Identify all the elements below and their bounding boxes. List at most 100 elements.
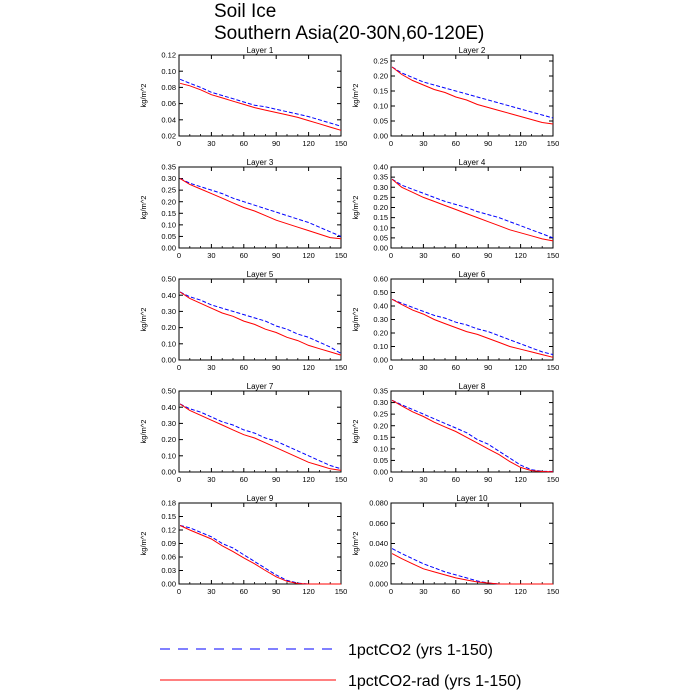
plot-frame (390, 390, 554, 473)
y-tick-label: 0.080 (369, 499, 388, 508)
x-tick-label: 150 (547, 363, 560, 372)
y-tick-label: 0.15 (373, 87, 388, 96)
series-line-1pctco2-rad (391, 399, 554, 473)
y-tick-label: 0.05 (373, 233, 388, 242)
x-tick-label: 120 (514, 363, 527, 372)
y-axis-label: kg/m^2 (139, 84, 148, 108)
y-tick-label: 0.50 (161, 275, 176, 284)
y-tick-label: 0.040 (369, 539, 388, 548)
y-tick-label: 0.09 (161, 539, 176, 548)
y-tick-label: 0.00 (161, 580, 176, 589)
x-tick-label: 150 (335, 475, 348, 484)
panel-title: Layer 8 (459, 382, 486, 391)
y-tick-label: 0.10 (161, 451, 176, 460)
y-tick-label: 0.35 (373, 387, 388, 396)
x-tick-label: 90 (484, 139, 492, 148)
y-tick-label: 0.00 (161, 244, 176, 253)
x-tick-label: 0 (177, 251, 181, 260)
panel-title: Layer 2 (459, 46, 486, 55)
series-line-1pctco2-rad (179, 403, 342, 471)
x-tick-label: 90 (272, 363, 280, 372)
y-tick-label: 0.30 (373, 398, 388, 407)
y-tick-label: 0.30 (373, 315, 388, 324)
y-tick-label: 0.05 (161, 232, 176, 241)
y-tick-label: 0.10 (373, 102, 388, 111)
plot-frame (178, 166, 342, 249)
series-line-1pctco2-rad (179, 82, 342, 131)
y-tick-label: 0.30 (373, 183, 388, 192)
x-tick-label: 120 (514, 587, 527, 596)
x-tick-label: 120 (302, 363, 315, 372)
plot-frame (390, 54, 554, 137)
y-tick-label: 0.00 (373, 132, 388, 141)
plot-frame (178, 502, 342, 585)
y-tick-label: 0.00 (373, 356, 388, 365)
plot-frame (178, 278, 342, 361)
x-tick-label: 120 (514, 139, 527, 148)
y-tick-label: 0.00 (161, 468, 176, 477)
y-tick-label: 0.35 (373, 173, 388, 182)
x-tick-label: 120 (514, 475, 527, 484)
y-tick-label: 0.10 (161, 67, 176, 76)
y-tick-label: 0.10 (161, 339, 176, 348)
series-line-1pctco2 (391, 298, 554, 356)
series-line-1pctco2 (179, 403, 342, 470)
y-tick-label: 0.05 (373, 456, 388, 465)
x-tick-label: 150 (547, 587, 560, 596)
y-tick-label: 0.20 (161, 435, 176, 444)
plot-frame (178, 54, 342, 137)
plot-frame (390, 278, 554, 361)
x-tick-label: 150 (335, 363, 348, 372)
y-tick-label: 0.000 (369, 580, 388, 589)
y-tick-label: 0.06 (161, 99, 176, 108)
y-tick-label: 0.50 (373, 288, 388, 297)
x-tick-label: 90 (272, 587, 280, 596)
panel-title: Layer 9 (247, 494, 274, 503)
x-tick-label: 0 (177, 139, 181, 148)
y-tick-label: 0.03 (161, 566, 176, 575)
x-tick-label: 90 (484, 363, 492, 372)
series-line-1pctco2 (391, 66, 554, 119)
y-tick-label: 0.40 (373, 163, 388, 172)
y-tick-label: 0.60 (373, 275, 388, 284)
plot-frame (390, 166, 554, 249)
y-tick-label: 0.15 (373, 213, 388, 222)
series-line-1pctco2 (391, 548, 553, 585)
y-tick-label: 0.00 (161, 356, 176, 365)
y-tick-label: 0.35 (161, 163, 176, 172)
x-tick-label: 60 (452, 475, 460, 484)
y-axis-label: kg/m^2 (351, 532, 360, 556)
x-tick-label: 0 (177, 587, 181, 596)
panel-layer-4: Layer 4kg/m^20 30 60 90 120 1500.000.050.100.… (351, 158, 559, 260)
series-line-1pctco2 (179, 78, 342, 127)
x-tick-label: 60 (240, 251, 248, 260)
x-tick-label: 60 (240, 363, 248, 372)
y-axis-label: kg/m^2 (139, 420, 148, 444)
legend: 1pctCO2 (yrs 1-150) 1pctCO2-rad (yrs 1-1… (160, 642, 521, 690)
y-tick-label: 0.05 (373, 117, 388, 126)
y-tick-label: 0.02 (161, 132, 176, 141)
y-tick-label: 0.06 (161, 553, 176, 562)
x-tick-label: 0 (389, 139, 393, 148)
x-tick-label: 30 (207, 363, 215, 372)
y-axis-label: kg/m^2 (139, 532, 148, 556)
y-tick-label: 0.12 (161, 526, 176, 535)
y-tick-label: 0.25 (373, 410, 388, 419)
x-tick-label: 60 (240, 475, 248, 484)
x-tick-label: 90 (272, 139, 280, 148)
x-tick-label: 150 (547, 251, 560, 260)
x-tick-label: 120 (302, 251, 315, 260)
figure-title-line1: Soil Ice (214, 1, 276, 22)
panel-layer-3: Layer 3 kg/m^2 0 30 60 90 120 150 0.00 0.05 0.10 0.… (139, 158, 347, 260)
panel-layer-6: Layer 6 kg/m^2 0 30 60 90 120 150 0.00 0.10 0.20 0.… (351, 270, 559, 372)
panel-layer-1: Layer 1 kg/m^2 0 30 60 90 120 150 0.02 0.04 0.06 0.… (139, 46, 347, 148)
y-axis-label: kg/m^2 (351, 196, 360, 220)
series-line-1pctco2-rad (391, 178, 554, 242)
y-tick-label: 0.20 (373, 203, 388, 212)
panel-title: Layer 10 (456, 494, 488, 503)
panel-title: Layer 7 (247, 382, 274, 391)
y-tick-label: 0.20 (373, 421, 388, 430)
plot-frame (178, 390, 342, 473)
x-tick-label: 0 (389, 475, 393, 484)
series-line-1pctco2 (179, 291, 342, 354)
